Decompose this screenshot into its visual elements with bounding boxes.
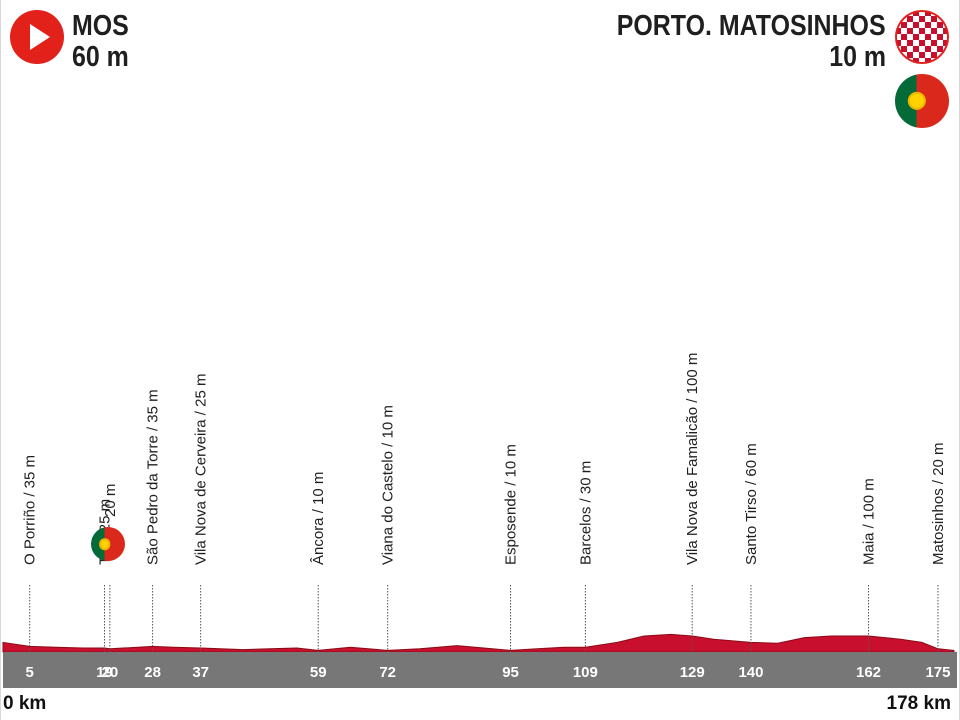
waypoint-km-label: 140 xyxy=(738,664,763,681)
waypoint-name-label: Barcelos / 30 m xyxy=(577,461,594,565)
waypoint-km-label: 129 xyxy=(680,664,705,681)
waypoint-km-label: 72 xyxy=(379,664,396,681)
left-frame-line xyxy=(0,0,1,720)
waypoint-name-label: São Pedro da Torre / 35 m xyxy=(145,389,162,565)
waypoint-name-label: Viana do Castelo / 10 m xyxy=(380,405,397,565)
waypoint-km-label: 109 xyxy=(573,664,598,681)
finish-town: PORTO. MATOSINHOS xyxy=(617,10,886,42)
axis-start-label: 0 km xyxy=(3,693,47,714)
start-altitude: 60 m xyxy=(72,41,129,73)
finish-altitude: 10 m xyxy=(829,41,886,73)
border-flag-icon xyxy=(91,527,125,561)
waypoint-km-label: 59 xyxy=(310,664,327,681)
waypoint-name-label: Vila Nova de Famalicão / 100 m xyxy=(684,353,701,565)
waypoint-name-label: Vila Nova de Cerveira / 25 m xyxy=(193,374,210,565)
waypoint-km-label: 19 xyxy=(96,664,113,681)
elevation-profile-area xyxy=(2,633,955,653)
waypoint-km-label: 37 xyxy=(192,664,209,681)
checkered-flag-icon xyxy=(895,10,949,64)
waypoint-km-label: 175 xyxy=(925,664,950,681)
waypoint-name-label: 20 m xyxy=(102,484,119,517)
waypoint-km-label: 28 xyxy=(144,664,161,681)
waypoint-km-label: 95 xyxy=(502,664,519,681)
km-strip xyxy=(3,652,957,688)
play-icon xyxy=(10,10,64,64)
axis-end-label: 178 km xyxy=(886,693,951,714)
waypoint-name-label: O Porriño / 35 m xyxy=(22,455,39,565)
waypoint-name-label: Âncora / 10 m xyxy=(310,472,327,565)
start-town: MOS xyxy=(72,10,129,42)
waypoint-name-label: Santo Tirso / 60 m xyxy=(743,443,760,565)
waypoint-km-label: 162 xyxy=(856,664,881,681)
portugal-flag-icon xyxy=(895,74,949,128)
waypoint-km-label: 20 xyxy=(102,664,119,681)
waypoint-name-label: Matosinhos / 20 m xyxy=(930,442,947,565)
waypoint-name-label: Esposende / 10 m xyxy=(503,444,520,565)
waypoint-name-label: Maia / 100 m xyxy=(861,478,878,565)
waypoint-km-label: 5 xyxy=(26,664,34,681)
